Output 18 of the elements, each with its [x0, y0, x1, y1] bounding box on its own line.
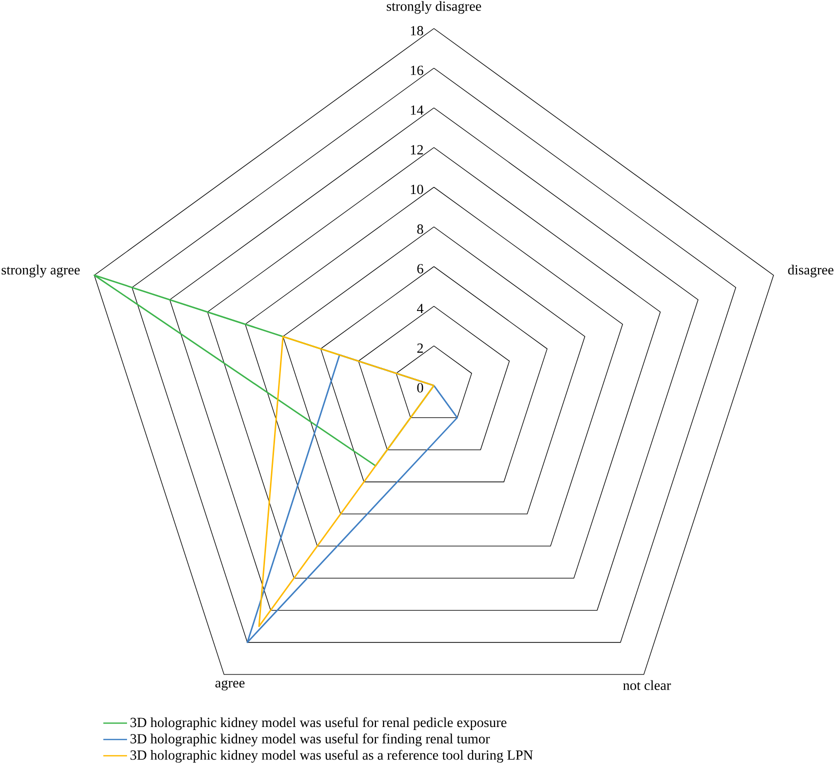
- y-tick-label: 6: [417, 264, 424, 274]
- y-tick-label: 4: [416, 304, 424, 314]
- y-tick-label: 0: [417, 383, 424, 393]
- spoke-label: strongly agree: [2, 264, 80, 278]
- y-tick-label: 16: [410, 66, 424, 76]
- spoke-label: agree: [215, 680, 245, 690]
- y-tick-label: 10: [410, 184, 424, 194]
- y-tick-label: 14: [410, 106, 424, 115]
- spoke-label: strongly disagree: [386, 1, 482, 14]
- y-tick-label: 12: [410, 145, 423, 154]
- spoke-label: disagree: [788, 264, 834, 278]
- y-tick-label: 8: [417, 224, 424, 234]
- y-tick-label: 18: [410, 26, 424, 36]
- spoke-label: not clear: [623, 680, 671, 690]
- legend-label: 3D holographic kidney model was useful for finding renal tumor: [130, 734, 490, 746]
- legend-label: 3D holographic kidney model was useful as a reference tool during LPN: [130, 750, 533, 763]
- legend-label: 3D holographic kidney model was useful for renal pedicle exposure: [130, 717, 506, 730]
- y-tick-label: 2: [417, 344, 423, 353]
